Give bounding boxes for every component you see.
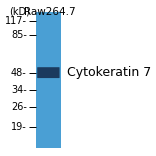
Text: (kD): (kD) bbox=[9, 7, 30, 17]
Text: 26-: 26- bbox=[11, 102, 27, 112]
Text: 48-: 48- bbox=[11, 68, 27, 78]
Text: 19-: 19- bbox=[11, 122, 27, 132]
Text: 85-: 85- bbox=[11, 30, 27, 40]
Text: 117-: 117- bbox=[5, 16, 27, 26]
FancyBboxPatch shape bbox=[37, 67, 60, 78]
Text: 34-: 34- bbox=[11, 85, 27, 95]
Text: Cytokeratin 7: Cytokeratin 7 bbox=[67, 66, 152, 79]
Bar bbox=[36, 12, 61, 149]
Text: Raw264.7: Raw264.7 bbox=[24, 7, 76, 17]
